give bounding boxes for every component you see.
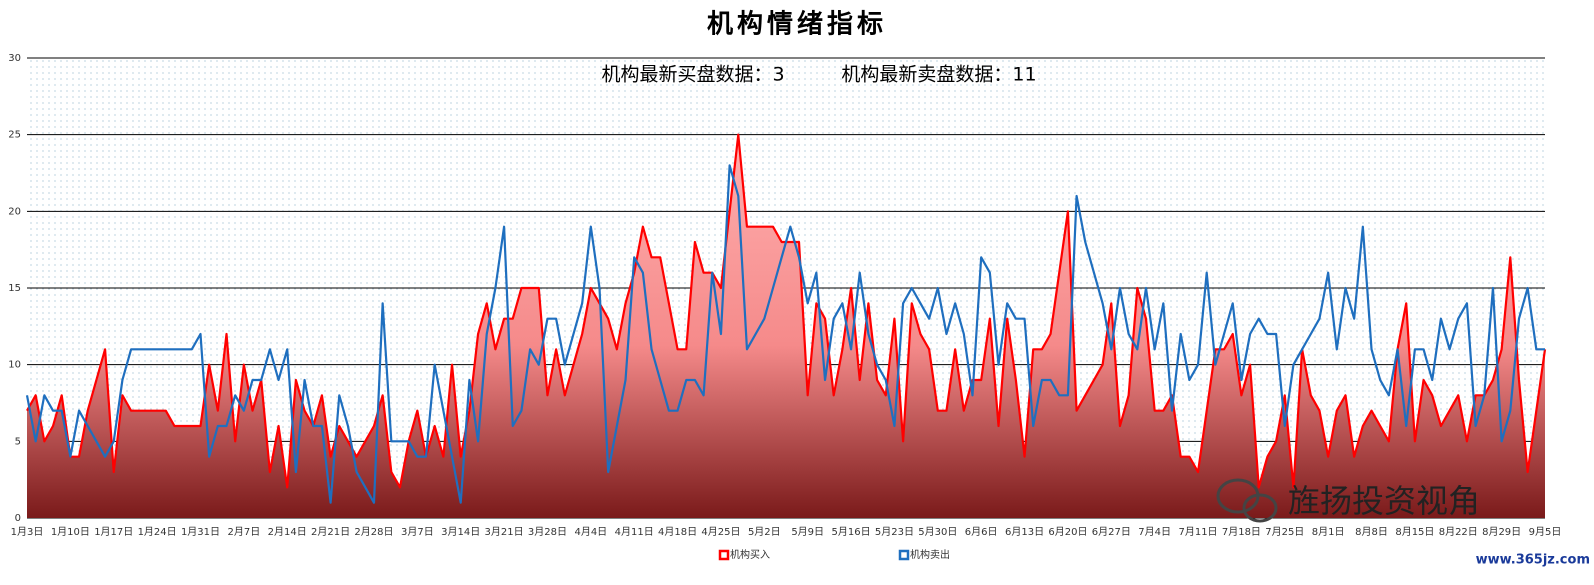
x-tick-label: 3月7日 xyxy=(401,526,434,538)
series-line xyxy=(25,164,1545,504)
legend-label: 机构卖出 xyxy=(910,548,950,561)
x-tick-label: 5月23日 xyxy=(875,526,914,538)
series-area xyxy=(27,134,1545,518)
x-tick-label: 2月28日 xyxy=(354,526,393,538)
y-tick-label: 10 xyxy=(8,360,21,371)
x-tick-label: 5月2日 xyxy=(748,526,781,538)
legend-swatch xyxy=(898,549,910,561)
x-tick-label: 8月15日 xyxy=(1395,526,1434,538)
x-tick-label: 6月6日 xyxy=(965,526,998,538)
x-tick-label: 2月21日 xyxy=(311,526,350,538)
x-tick-label: 2月7日 xyxy=(227,526,260,538)
x-tick-label: 3月14日 xyxy=(441,526,480,538)
x-tick-label: 4月25日 xyxy=(701,526,740,538)
y-tick-label: 5 xyxy=(15,436,21,447)
legend-swatch xyxy=(718,549,730,561)
wechat-icon xyxy=(1242,493,1278,523)
legend-label: 机构买入 xyxy=(730,548,770,561)
x-tick-label: 4月11日 xyxy=(615,526,654,538)
x-tick-label: 3月28日 xyxy=(528,526,567,538)
x-tick-label: 7月25日 xyxy=(1265,526,1304,538)
y-tick-label: 30 xyxy=(8,53,21,64)
y-tick-label: 15 xyxy=(8,283,21,294)
x-tick-label: 8月22日 xyxy=(1439,526,1478,538)
site-text: www.365jz.com xyxy=(1476,553,1590,568)
x-tick-label: 1月3日 xyxy=(11,526,44,538)
x-tick-label: 6月13日 xyxy=(1005,526,1044,538)
x-tick-label: 4月4日 xyxy=(574,526,607,538)
x-tick-label: 8月1日 xyxy=(1312,526,1345,538)
x-tick-label: 1月31日 xyxy=(181,526,220,538)
x-tick-label: 1月10日 xyxy=(51,526,90,538)
subtitle: 机构最新卖盘数据：11 xyxy=(841,64,1036,86)
watermark-text: 旌扬投资视角 xyxy=(1288,482,1480,520)
x-tick-label: 7月11日 xyxy=(1178,526,1217,538)
x-tick-label: 6月20日 xyxy=(1048,526,1087,538)
x-tick-label: 9月5日 xyxy=(1529,526,1562,538)
x-tick-label: 1月17日 xyxy=(94,526,133,538)
x-tick-label: 5月9日 xyxy=(791,526,824,538)
x-tick-label: 1月24日 xyxy=(138,526,177,538)
y-tick-label: 25 xyxy=(8,130,21,141)
watermark: 旌扬投资视角 xyxy=(1216,478,1480,523)
x-tick-label: 3月21日 xyxy=(485,526,524,538)
chart-title: 机构情绪指标 xyxy=(707,9,887,40)
x-tick-label: 8月8日 xyxy=(1355,526,1388,538)
subtitle: 机构最新买盘数据：3 xyxy=(601,64,784,86)
x-tick-label: 6月27日 xyxy=(1092,526,1131,538)
y-tick-label: 0 xyxy=(15,513,21,524)
y-tick-label: 20 xyxy=(8,206,21,217)
x-tick-label: 2月14日 xyxy=(268,526,307,538)
x-tick-label: 7月4日 xyxy=(1138,526,1171,538)
x-tick-label: 8月29日 xyxy=(1482,526,1521,538)
x-tick-label: 4月18日 xyxy=(658,526,697,538)
x-tick-label: 7月18日 xyxy=(1222,526,1261,538)
x-tick-label: 5月16日 xyxy=(832,526,871,538)
x-tick-label: 5月30日 xyxy=(918,526,957,538)
